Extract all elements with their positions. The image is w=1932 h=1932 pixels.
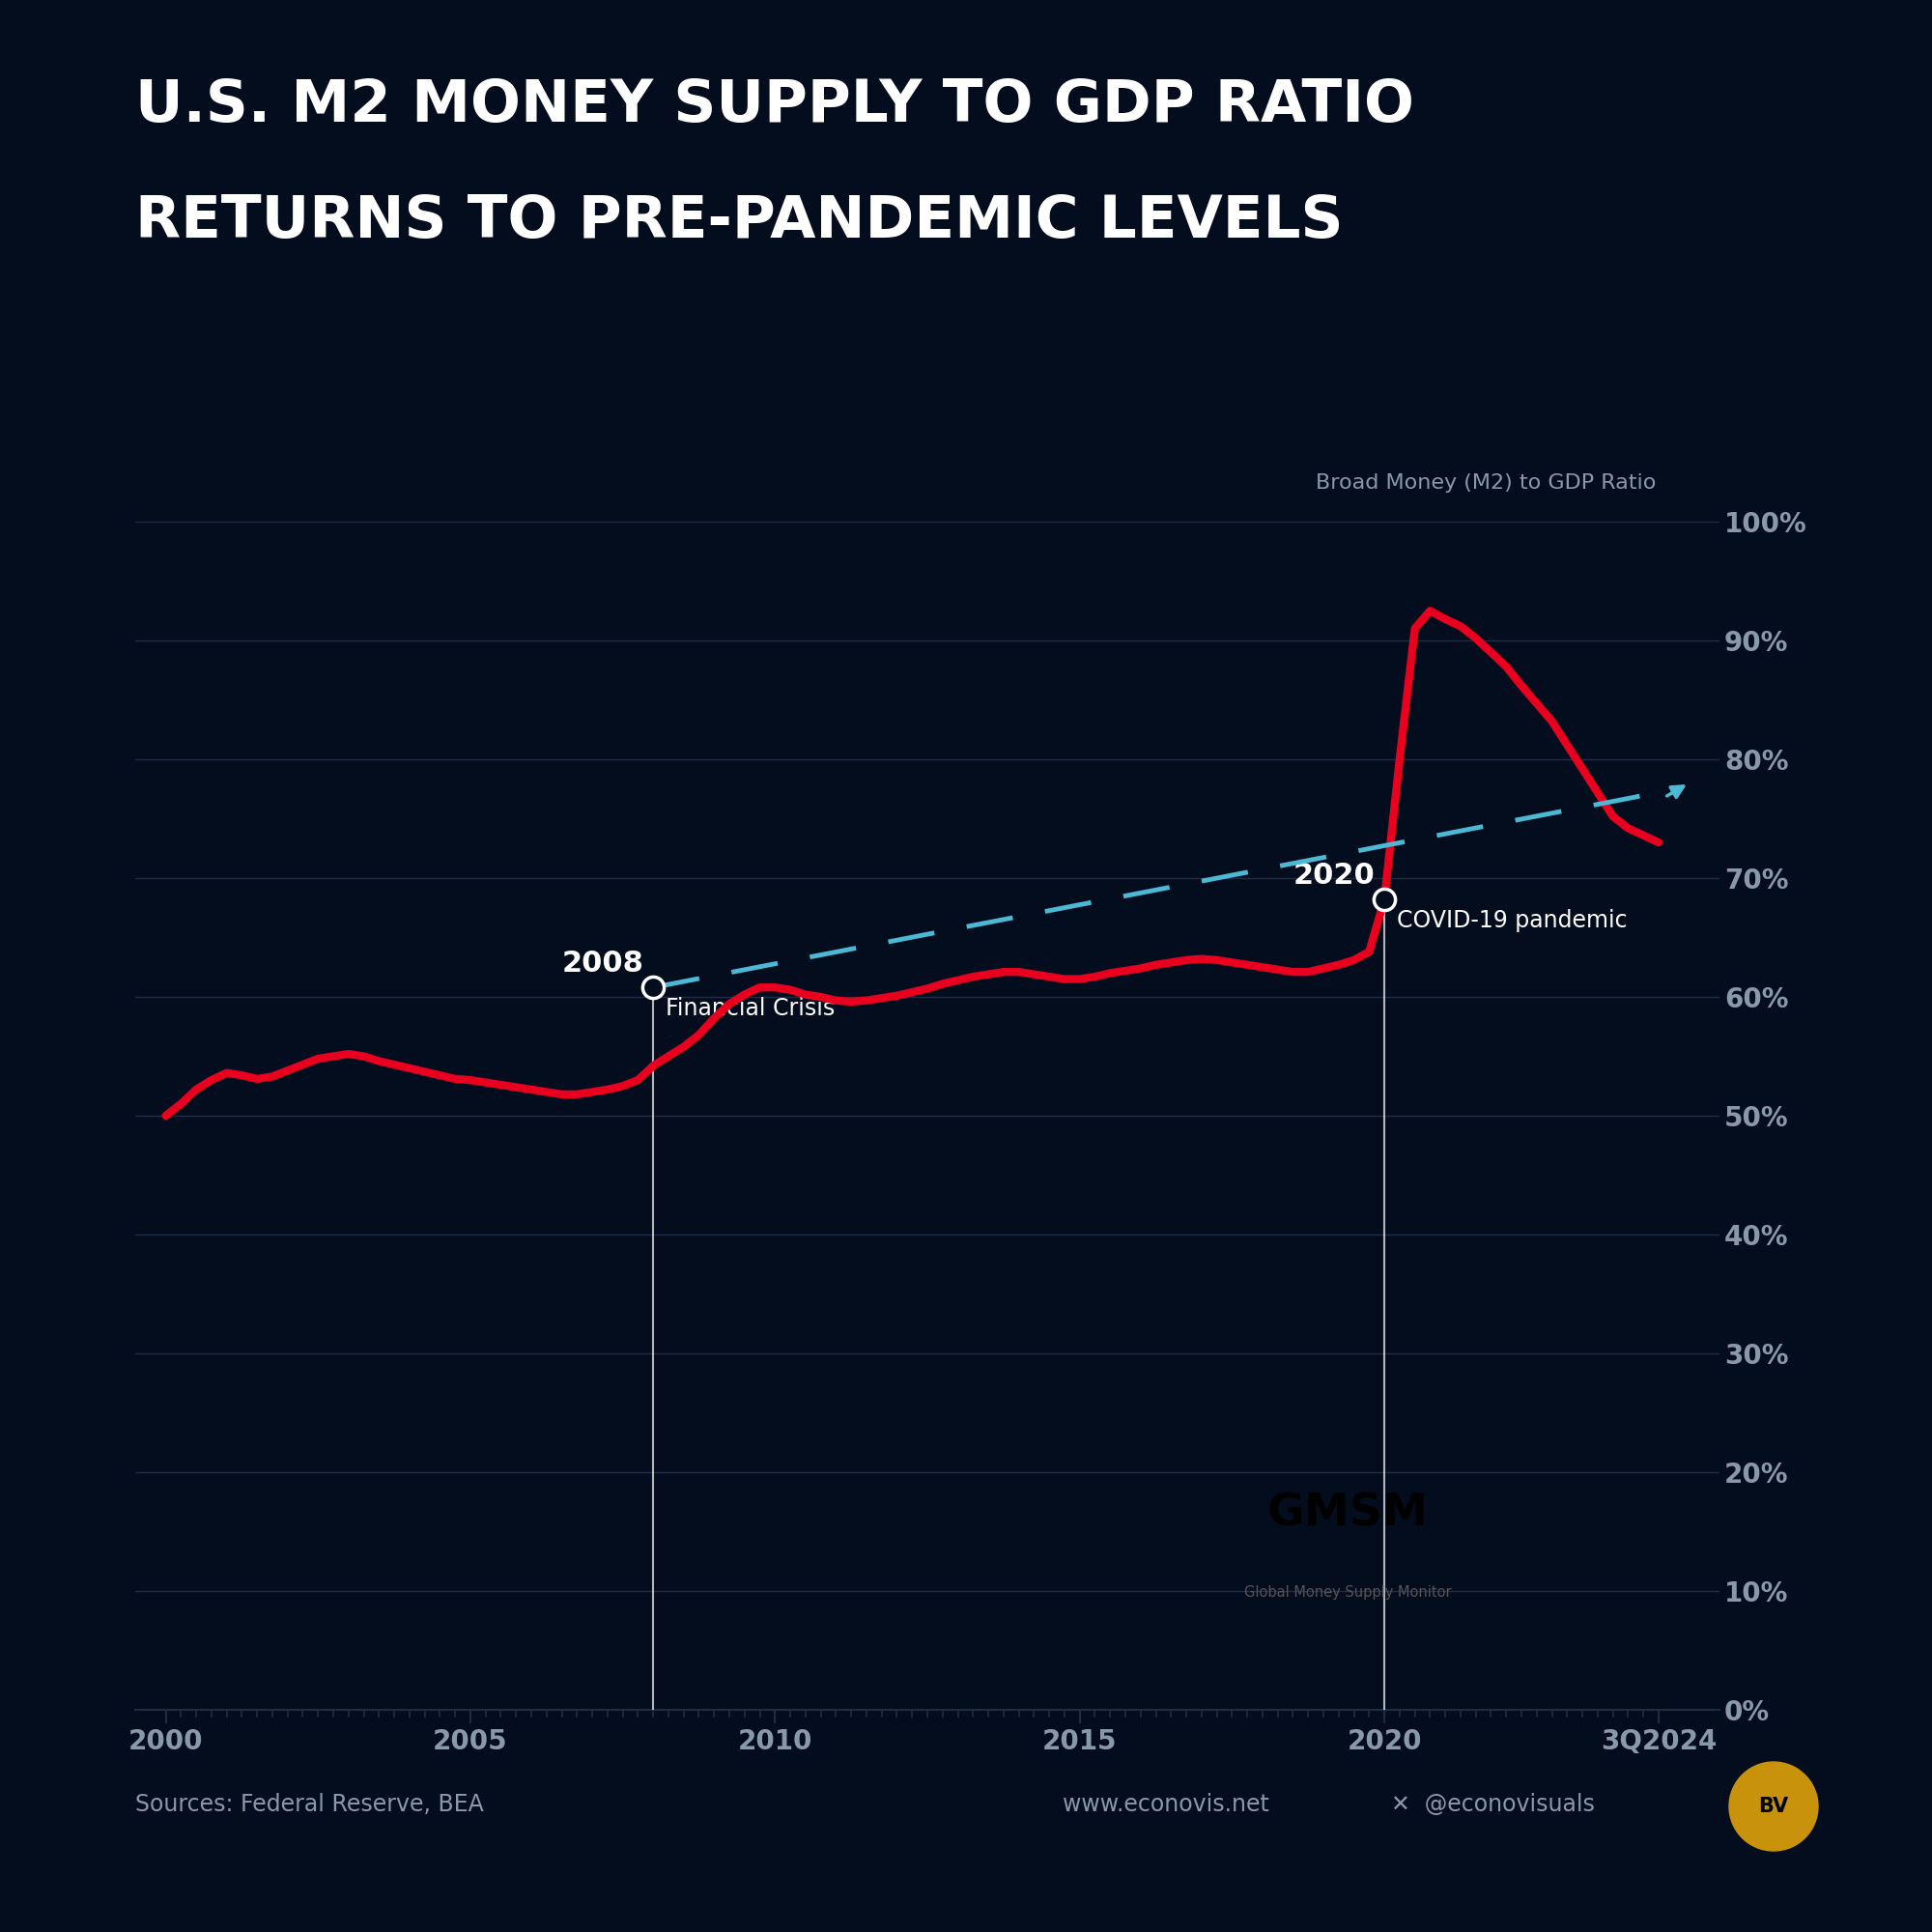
Text: Global Money Supply Monitor: Global Money Supply Monitor	[1244, 1584, 1451, 1600]
Text: ✕  @econovisuals: ✕ @econovisuals	[1391, 1793, 1594, 1816]
Text: RETURNS TO PRE-PANDEMIC LEVELS: RETURNS TO PRE-PANDEMIC LEVELS	[135, 193, 1343, 249]
Text: U.S. M2 MONEY SUPPLY TO GDP RATIO: U.S. M2 MONEY SUPPLY TO GDP RATIO	[135, 77, 1414, 135]
Text: COVID-19 pandemic: COVID-19 pandemic	[1397, 908, 1627, 931]
Text: BV: BV	[1758, 1797, 1789, 1816]
Text: GMSM: GMSM	[1267, 1492, 1428, 1534]
Text: 2008: 2008	[562, 951, 643, 978]
Text: Financial Crisis: Financial Crisis	[665, 997, 835, 1020]
Text: Sources: Federal Reserve, BEA: Sources: Federal Reserve, BEA	[135, 1793, 483, 1816]
Text: 2020: 2020	[1293, 862, 1376, 891]
Text: www.econovis.net: www.econovis.net	[1063, 1793, 1269, 1816]
Circle shape	[1729, 1762, 1818, 1851]
Text: Broad Money (M2) to GDP Ratio: Broad Money (M2) to GDP Ratio	[1316, 473, 1656, 493]
